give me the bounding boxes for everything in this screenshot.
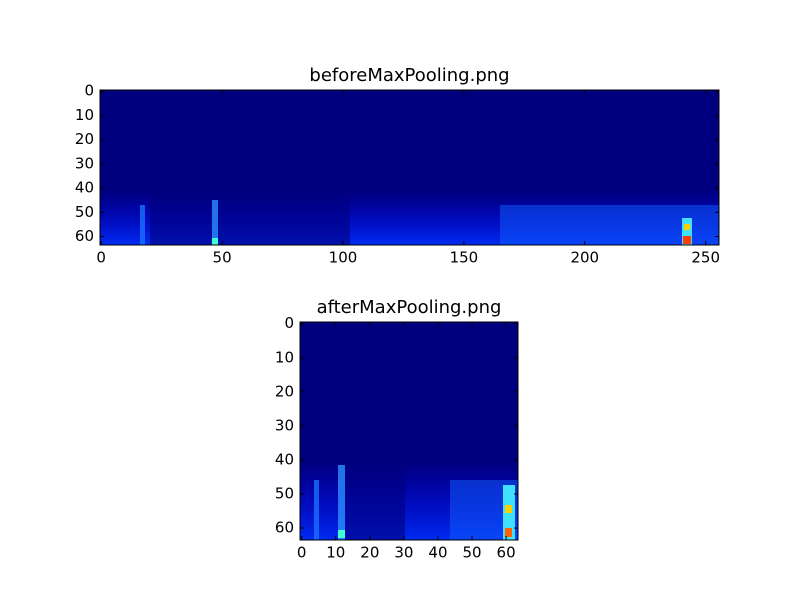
x-tick-label: 50	[462, 544, 481, 562]
texture-dim	[345, 460, 405, 540]
x-tick-label: 200	[570, 249, 599, 267]
x-tick-label: 100	[329, 249, 358, 267]
x-tick-label: 50	[213, 249, 232, 267]
x-tick-label: 60	[497, 544, 516, 562]
y-tick-label: 20	[75, 130, 94, 148]
y-tick-label: 60	[275, 519, 294, 537]
axes-frame	[99, 89, 720, 246]
texture-spot	[505, 505, 512, 513]
x-tick-label: 40	[428, 544, 447, 562]
texture-streak	[338, 465, 345, 540]
texture-spot	[682, 218, 692, 245]
texture-spot	[683, 236, 691, 244]
y-tick-label: 50	[75, 203, 94, 221]
y-tick-label: 30	[275, 416, 294, 434]
texture-spot	[212, 238, 218, 245]
y-tick-label: 50	[275, 485, 294, 503]
x-tick-label: 30	[394, 544, 413, 562]
axes-frame	[299, 321, 519, 541]
texture-streak	[314, 480, 319, 540]
x-tick-label: 10	[326, 544, 345, 562]
x-tick-label: 20	[360, 544, 379, 562]
y-tick-label: 30	[75, 154, 94, 172]
image-texture	[100, 190, 719, 245]
texture-spot	[338, 530, 345, 538]
y-tick-label: 20	[275, 382, 294, 400]
y-tick-label: 10	[75, 106, 94, 124]
x-tick-label: 0	[297, 544, 307, 562]
chart-title: beforeMaxPooling.png	[309, 65, 509, 86]
texture-streak	[212, 200, 218, 245]
x-tick-label: 250	[691, 249, 720, 267]
x-tick-label: 150	[450, 249, 479, 267]
image-texture	[300, 460, 518, 540]
y-tick-label: 10	[275, 348, 294, 366]
y-tick-label: 0	[84, 82, 94, 100]
y-tick-label: 0	[284, 314, 294, 332]
chart-title: afterMaxPooling.png	[317, 297, 502, 318]
y-tick-label: 60	[75, 227, 94, 245]
x-tick-label: 0	[96, 249, 106, 267]
texture-spot	[505, 528, 512, 537]
y-tick-label: 40	[275, 450, 294, 468]
texture-spot	[684, 224, 690, 230]
texture-dim	[150, 190, 350, 245]
y-tick-label: 40	[75, 179, 94, 197]
texture-streak	[140, 205, 145, 245]
